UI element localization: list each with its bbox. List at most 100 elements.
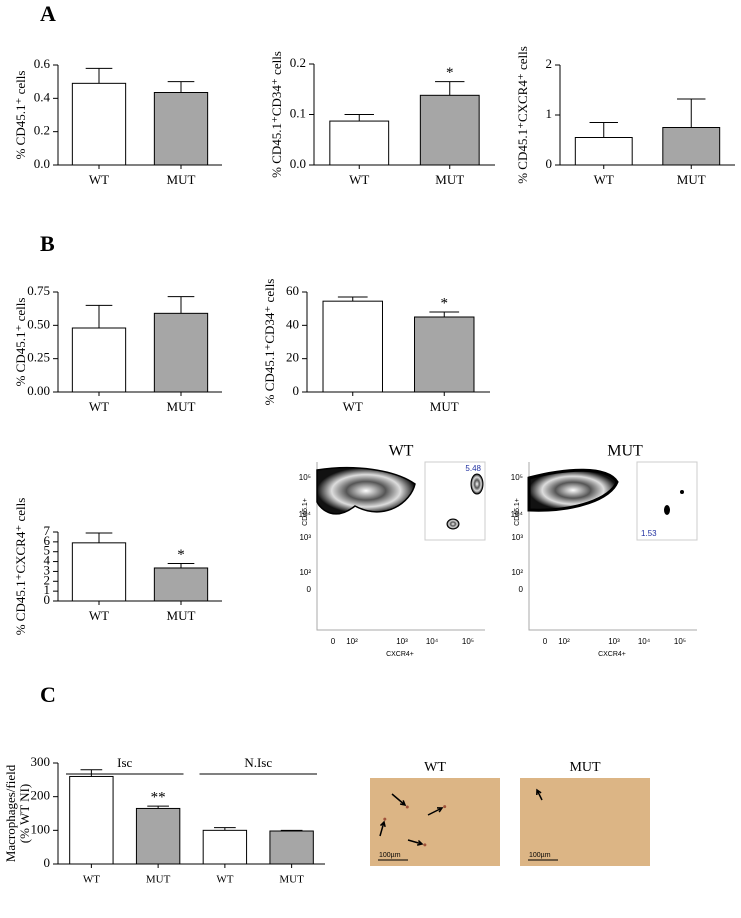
flow-axes xyxy=(316,462,485,631)
bar xyxy=(414,316,475,393)
y-tick-label: 100 xyxy=(31,821,51,836)
y-tick-label: 200 xyxy=(31,788,51,803)
flow-x-label: CXCR4+ xyxy=(386,651,414,658)
error-bar xyxy=(167,296,195,314)
y-axis-label: % CD45.1⁺CD34⁺ cells xyxy=(269,51,284,178)
micrograph-title: MUT xyxy=(569,760,601,775)
y-axis-label: % CD45.1⁺CD34⁺ cells xyxy=(262,279,277,406)
flow-y-label: CD45.1+ xyxy=(302,498,309,526)
flow-x-tick-label: 0 xyxy=(543,637,548,646)
gate-value: 1.53 xyxy=(641,529,657,538)
y-tick-label: 2 xyxy=(546,56,553,71)
x-tick-label: WT xyxy=(594,172,614,187)
flow-y-tick-label: 10² xyxy=(299,568,311,577)
group-label: Isc xyxy=(117,755,132,770)
x-tick-label: WT xyxy=(89,172,109,187)
y-tick-label: 6 xyxy=(44,533,51,548)
bar xyxy=(419,94,480,166)
macrophage xyxy=(423,843,427,847)
y-axis-label: (% WT NI) xyxy=(17,784,32,843)
flow-x-label: CXCR4+ xyxy=(598,651,626,658)
gate-value: 5.48 xyxy=(465,464,481,473)
flow-y-tick-label: 10⁵ xyxy=(511,473,523,482)
x-tick-label: MUT xyxy=(167,172,196,187)
y-tick-label: 0 xyxy=(44,592,51,607)
scale-label: 100µm xyxy=(379,852,401,859)
flow-title: MUT xyxy=(607,443,643,460)
gate-box xyxy=(424,461,486,541)
flow-x-tick-label: 0 xyxy=(331,637,336,646)
error-bar xyxy=(677,98,706,128)
flow-y-tick-label: 10⁴ xyxy=(299,510,312,519)
y-tick-label: 0.50 xyxy=(27,316,50,331)
flow-density xyxy=(316,466,484,530)
y-tick-label: 0.0 xyxy=(34,156,50,171)
bar xyxy=(153,312,209,393)
flow-y-tick-label: 10⁵ xyxy=(299,473,311,482)
bar xyxy=(69,775,114,865)
panel-label: C xyxy=(40,682,56,707)
y-tick-label: 0.0 xyxy=(290,156,306,171)
x-tick-label: MUT xyxy=(167,608,196,623)
y-tick-label: 3 xyxy=(44,562,51,577)
significance-label: * xyxy=(446,65,454,81)
y-tick-label: 4 xyxy=(44,553,51,568)
flow-x-tick-label: 10³ xyxy=(608,637,620,646)
error-bar xyxy=(167,563,195,568)
y-axis-label: Macrophages/field xyxy=(3,764,18,862)
macrophage xyxy=(383,817,387,821)
error-bar xyxy=(435,81,465,96)
y-tick-label: 0.2 xyxy=(34,123,50,138)
y-tick-label: 0 xyxy=(546,156,553,171)
error-bar xyxy=(429,311,460,317)
error-bar xyxy=(344,114,374,122)
error-bar xyxy=(85,532,113,543)
bar xyxy=(71,327,127,393)
y-tick-label: 0 xyxy=(44,855,51,870)
arrow xyxy=(536,788,543,801)
bar xyxy=(153,567,209,602)
flow-y-label: CD45.1+ xyxy=(514,498,521,526)
flow-y-tick-label: 0 xyxy=(519,585,524,594)
y-tick-label: 0.75 xyxy=(27,283,50,298)
x-tick-label: WT xyxy=(89,399,109,414)
significance-label: ** xyxy=(151,790,166,806)
gate-population xyxy=(664,505,670,515)
x-tick-label: WT xyxy=(83,874,100,886)
y-tick-label: 2 xyxy=(44,572,51,587)
x-tick-label: WT xyxy=(216,874,233,886)
density-contour xyxy=(527,468,619,512)
bar xyxy=(574,137,633,166)
panel-label: A xyxy=(40,1,56,26)
bar xyxy=(202,829,248,865)
flow-x-tick-label: 10⁵ xyxy=(462,637,474,646)
bar xyxy=(329,120,390,166)
y-axis-label: % CD45.1⁺ cells xyxy=(13,298,28,387)
y-tick-label: 1 xyxy=(44,582,51,597)
x-tick-label: MUT xyxy=(435,172,464,187)
flow-x-tick-label: 10⁵ xyxy=(674,637,686,646)
y-tick-label: 0.25 xyxy=(27,350,50,365)
panel-label: B xyxy=(40,231,55,256)
y-tick-label: 5 xyxy=(44,543,51,558)
y-axis-label: % CD45.1⁺CXCR4⁺ cells xyxy=(515,46,530,184)
micrograph-title: WT xyxy=(424,760,446,775)
x-tick-label: WT xyxy=(343,399,363,414)
flow-x-tick-label: 10⁴ xyxy=(426,637,439,646)
bar xyxy=(269,830,314,865)
x-tick-label: MUT xyxy=(279,874,304,886)
x-tick-label: MUT xyxy=(430,399,459,414)
flow-y-tick-label: 10² xyxy=(511,568,523,577)
flow-density xyxy=(527,468,684,515)
error-bar xyxy=(85,304,113,328)
y-tick-label: 0.2 xyxy=(290,55,306,70)
macrophage xyxy=(443,805,447,809)
flow-x-tick-label: 10³ xyxy=(396,637,408,646)
gate-population xyxy=(470,473,484,495)
error-bar xyxy=(280,829,303,832)
significance-label: * xyxy=(441,295,449,311)
error-bar xyxy=(589,122,618,138)
error-bar xyxy=(214,827,236,831)
y-axis-label: % CD45.1⁺CXCR4⁺ cells xyxy=(13,498,28,636)
